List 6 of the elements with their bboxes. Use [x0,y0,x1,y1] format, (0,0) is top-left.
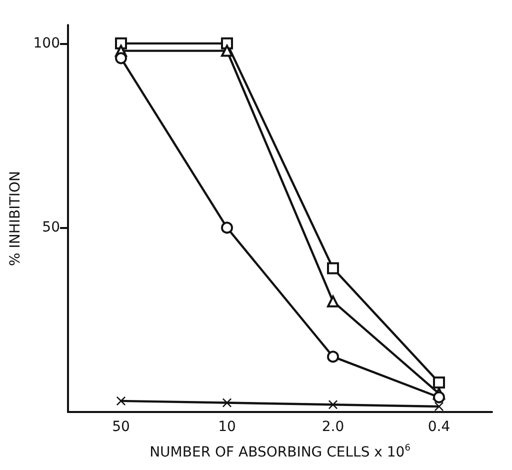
x-tick-label: 50 [112,419,130,435]
y-axis-title: % INHIBITION [7,171,24,266]
x-tick-label: 10 [218,419,236,435]
x-tick-label: 2.0 [322,419,344,435]
x-tick-label: 0.4 [428,419,450,435]
y-tick-label: 100 [33,35,60,52]
